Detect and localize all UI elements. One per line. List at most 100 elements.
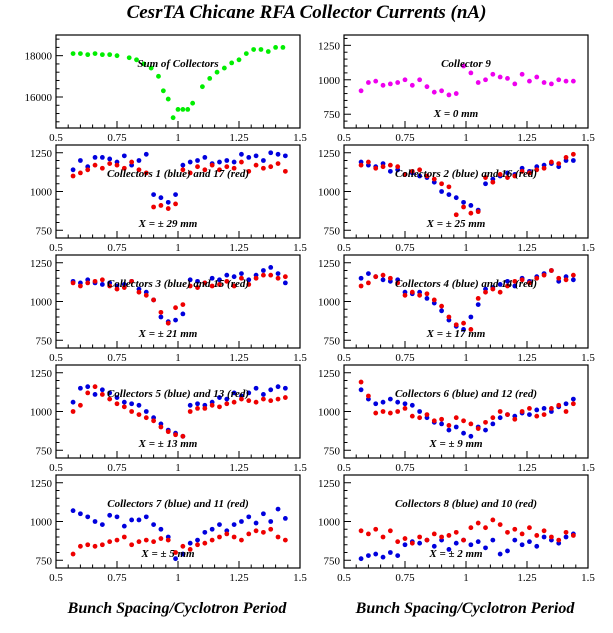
data-point-red	[431, 176, 437, 182]
data-point-green	[207, 76, 213, 81]
data-point-red	[99, 277, 105, 283]
data-point-blue	[505, 170, 510, 176]
data-point-blue	[114, 395, 120, 400]
data-point-magenta	[373, 78, 379, 84]
data-point-red	[556, 537, 562, 543]
data-point-red	[121, 165, 127, 171]
data-point-red	[446, 314, 452, 320]
y-tick-label: 750	[324, 335, 341, 347]
data-point-red	[387, 162, 393, 168]
panel-annotation: X = ± 13 mm	[138, 438, 198, 450]
data-point-blue	[217, 395, 222, 400]
data-point-red	[114, 537, 120, 543]
data-point-blue	[490, 537, 496, 543]
data-point-red	[129, 542, 135, 548]
data-point-red	[70, 280, 76, 286]
x-tick-label: 1.25	[229, 352, 249, 364]
data-point-red	[549, 159, 554, 165]
x-tick-label: 0.5	[337, 572, 351, 584]
data-point-red	[563, 155, 569, 160]
y-tick-label: 1250	[30, 368, 53, 380]
data-point-magenta	[512, 81, 518, 87]
x-tick-label: 1.25	[517, 572, 537, 584]
data-point-green	[170, 115, 176, 121]
data-point-red	[107, 161, 113, 167]
data-point-red	[461, 320, 466, 326]
panel-5: 0.5 0.75 1 1.25 1.5 750 1000 1250 Collectors 3 (…	[30, 254, 307, 364]
data-point-blue	[231, 159, 237, 165]
panel-7: 0.5 0.75 1 1.25 1.5 750 1000 1250 Collectors 5 (…	[30, 364, 307, 474]
data-point-blue	[239, 271, 244, 276]
data-point-blue	[202, 529, 208, 535]
data-point-blue	[92, 519, 98, 524]
data-point-red	[121, 404, 127, 410]
data-point-red	[505, 175, 510, 180]
data-point-green	[148, 65, 154, 71]
x-tick-label: 1	[175, 572, 181, 584]
data-point-green	[107, 52, 113, 58]
data-point-blue	[446, 427, 452, 433]
data-point-red	[490, 179, 496, 185]
data-point-blue	[187, 540, 193, 546]
data-point-red	[483, 289, 488, 295]
data-point-blue	[180, 311, 186, 317]
x-tick-label: 1	[463, 242, 469, 254]
data-point-blue	[268, 519, 274, 524]
data-point-red	[180, 543, 186, 549]
data-point-blue	[409, 402, 415, 408]
data-point-blue	[453, 424, 459, 430]
y-tick-label: 1000	[30, 187, 53, 199]
data-point-green	[70, 51, 76, 56]
data-point-red	[461, 537, 466, 543]
x-tick-label: 0.75	[395, 352, 415, 364]
data-point-green	[165, 96, 171, 102]
x-tick-label: 1.5	[581, 132, 595, 144]
data-point-red	[246, 282, 252, 287]
data-point-red	[275, 534, 281, 540]
panel-1: 0.5 0.75 1 1.25 1.5 16000 18000 Sum of Collecto…	[25, 34, 307, 144]
data-point-red	[261, 272, 266, 278]
data-point-red	[224, 401, 230, 407]
y-tick-label: 750	[36, 445, 53, 457]
data-point-blue	[92, 392, 98, 397]
data-point-red	[497, 409, 503, 414]
data-point-red	[505, 529, 510, 535]
data-point-red	[202, 167, 208, 173]
data-point-red	[556, 161, 562, 167]
panel-annotation: X = ± 25 mm	[426, 218, 486, 230]
data-point-red	[512, 173, 518, 179]
data-point-blue	[224, 272, 230, 278]
data-point-blue	[446, 547, 452, 552]
data-point-red	[519, 531, 525, 537]
data-point-blue	[92, 155, 98, 160]
data-point-blue	[417, 540, 423, 546]
data-point-red	[512, 278, 518, 284]
data-point-magenta	[417, 77, 423, 83]
data-point-blue	[239, 519, 244, 524]
data-point-blue	[424, 296, 430, 301]
data-point-red	[158, 424, 164, 430]
data-point-red	[446, 533, 452, 538]
data-point-red	[497, 522, 503, 527]
data-point-red	[209, 537, 215, 543]
data-point-red	[395, 164, 401, 170]
data-point-blue	[512, 283, 518, 289]
data-point-blue	[570, 396, 576, 402]
data-point-blue	[99, 387, 105, 393]
data-point-red	[380, 534, 386, 540]
data-point-red	[409, 540, 415, 546]
data-point-red	[253, 528, 259, 534]
data-point-red	[143, 292, 149, 298]
data-point-blue	[268, 387, 274, 393]
data-point-blue	[497, 551, 503, 557]
y-tick-label: 1250	[318, 368, 341, 380]
data-point-red	[187, 547, 193, 552]
data-point-red	[563, 277, 569, 283]
data-point-red	[570, 401, 576, 407]
data-point-red	[402, 536, 408, 541]
data-point-red	[483, 419, 488, 425]
x-tick-label: 1	[463, 352, 469, 364]
x-tick-label: 0.75	[107, 462, 127, 474]
data-point-red	[475, 209, 481, 215]
data-point-green	[185, 107, 191, 112]
